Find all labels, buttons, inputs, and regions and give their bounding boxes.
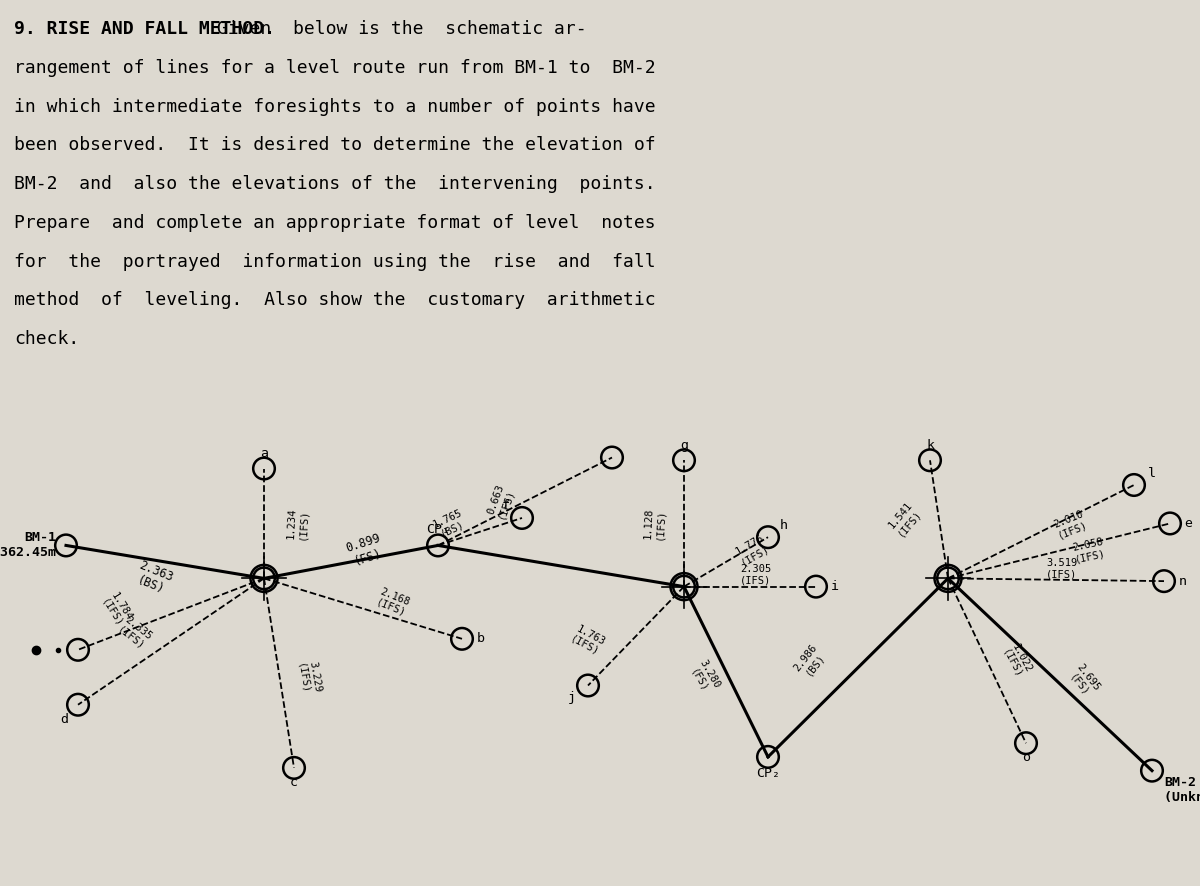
Text: 2.058
(IFS): 2.058 (IFS) — [1072, 537, 1106, 564]
Text: 1.776
(IFS): 1.776 (IFS) — [733, 532, 772, 567]
Text: Given  below is the  schematic ar-: Given below is the schematic ar- — [206, 20, 587, 38]
Text: CP₂: CP₂ — [756, 766, 780, 780]
Text: j: j — [568, 691, 576, 704]
Text: 2.010
(IFS): 2.010 (IFS) — [1052, 509, 1090, 541]
Text: Prepare  and complete an appropriate format of level  notes: Prepare and complete an appropriate form… — [14, 214, 656, 232]
Text: 2.335
(IFS): 2.335 (IFS) — [116, 615, 154, 651]
Text: 3.229
(IFS): 3.229 (IFS) — [295, 660, 323, 695]
Text: a: a — [260, 447, 268, 461]
Text: 2.363
(BS): 2.363 (BS) — [131, 559, 175, 598]
Text: BM-2  and  also the elevations of the  intervening  points.: BM-2 and also the elevations of the inte… — [14, 175, 656, 193]
Text: check.: check. — [14, 330, 79, 348]
Text: h: h — [780, 518, 788, 532]
Text: 1.765
(BS): 1.765 (BS) — [431, 507, 469, 540]
Text: 3.519
(IFS): 3.519 (IFS) — [1046, 558, 1078, 579]
Text: 3.280
(FS): 3.280 (FS) — [688, 658, 721, 696]
Text: 1.763
(IFS): 1.763 (IFS) — [569, 624, 607, 657]
Text: b: b — [476, 633, 485, 645]
Text: 2.168
(IFS): 2.168 (IFS) — [374, 587, 412, 618]
Text: CP₁: CP₁ — [426, 523, 450, 535]
Text: 2.305
(IFS): 2.305 (IFS) — [740, 563, 772, 586]
Text: g: g — [680, 439, 688, 452]
Text: f: f — [502, 500, 510, 512]
Text: in which intermediate foresights to a number of points have: in which intermediate foresights to a nu… — [14, 97, 656, 116]
Text: 2.695
(FS): 2.695 (FS) — [1066, 662, 1102, 700]
Text: 1.541
(IFS): 1.541 (IFS) — [887, 501, 924, 538]
Text: d: d — [60, 713, 68, 726]
Text: 1.234
(IFS): 1.234 (IFS) — [286, 508, 310, 540]
Text: i: i — [830, 580, 839, 593]
Text: c: c — [290, 776, 298, 789]
Text: l: l — [1148, 467, 1157, 479]
Text: 2.986
(BS): 2.986 (BS) — [792, 642, 828, 680]
Text: n: n — [1178, 575, 1187, 587]
Text: for  the  portrayed  information using the  rise  and  fall: for the portrayed information using the … — [14, 253, 656, 270]
Text: 0.899
(FS): 0.899 (FS) — [344, 531, 386, 569]
Text: 0.663
(IFS): 0.663 (IFS) — [486, 483, 516, 520]
Text: been observed.  It is desired to determine the elevation of: been observed. It is desired to determin… — [14, 136, 656, 154]
Text: method  of  leveling.  Also show the  customary  arithmetic: method of leveling. Also show the custom… — [14, 291, 656, 309]
Text: 1.784
(IFS): 1.784 (IFS) — [100, 591, 134, 629]
Text: k: k — [926, 439, 934, 452]
Text: BM-2
(Unknown Elev): BM-2 (Unknown Elev) — [1164, 776, 1200, 804]
Text: 9. RISE AND FALL METHOD.: 9. RISE AND FALL METHOD. — [14, 20, 276, 38]
Text: BM-1
Elev = 362.45m: BM-1 Elev = 362.45m — [0, 532, 56, 559]
Text: rangement of lines for a level route run from BM-1 to  BM-2: rangement of lines for a level route run… — [14, 58, 656, 77]
Text: o: o — [1022, 751, 1030, 765]
Text: 1.128
(IFS): 1.128 (IFS) — [642, 508, 666, 540]
Text: 1.022
(IFS): 1.022 (IFS) — [1000, 642, 1034, 680]
Text: e: e — [1184, 517, 1193, 530]
